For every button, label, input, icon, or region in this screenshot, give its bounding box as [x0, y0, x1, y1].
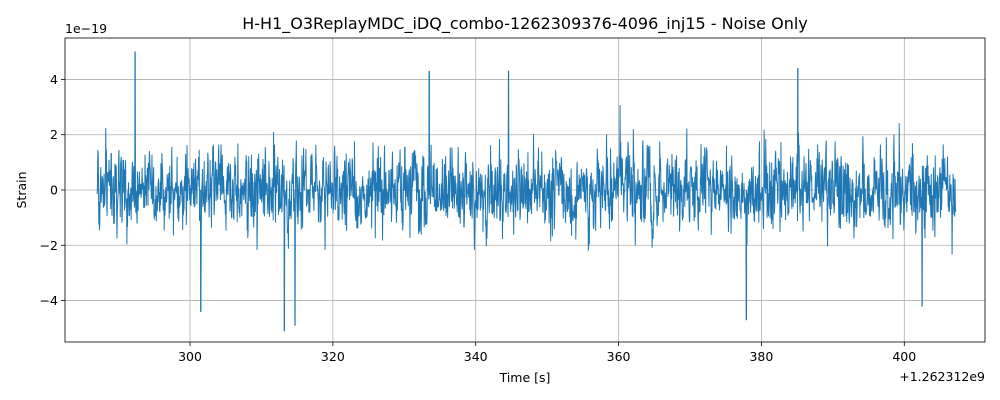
- x-tick-label: 340: [464, 349, 488, 364]
- y-tick-label: −4: [40, 293, 58, 308]
- x-axis: 300 320 340 360 380 400: [178, 342, 916, 364]
- x-tick-label: 400: [892, 349, 916, 364]
- x-tick-label: 300: [178, 349, 202, 364]
- strain-line: [96, 51, 957, 332]
- x-offset-label: +1.262312e9: [899, 369, 985, 384]
- y-scale-label: 1e−19: [65, 21, 107, 36]
- y-tick-label: −2: [40, 238, 58, 253]
- x-tick-label: 320: [321, 349, 345, 364]
- y-tick-label: 2: [50, 127, 58, 142]
- y-axis-title: Strain: [14, 171, 29, 208]
- chart-title: H-H1_O3ReplayMDC_iDQ_combo-1262309376-40…: [242, 14, 808, 34]
- x-tick-label: 360: [607, 349, 631, 364]
- y-tick-label: 4: [50, 72, 58, 87]
- y-tick-label: 0: [50, 183, 58, 198]
- x-tick-label: 380: [749, 349, 773, 364]
- x-axis-title: Time [s]: [499, 370, 551, 385]
- y-axis: −4 −2 0 2 4: [40, 72, 65, 308]
- strain-series: [96, 51, 957, 332]
